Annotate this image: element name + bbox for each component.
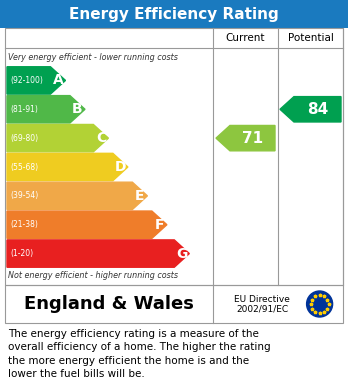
Text: Current: Current (226, 33, 265, 43)
Text: (92-100): (92-100) (10, 76, 43, 85)
Polygon shape (7, 182, 148, 210)
Text: 84: 84 (307, 102, 328, 117)
Polygon shape (7, 211, 167, 239)
Text: C: C (96, 131, 106, 145)
Text: Not energy efficient - higher running costs: Not energy efficient - higher running co… (8, 271, 178, 280)
Polygon shape (7, 67, 65, 94)
Text: (55-68): (55-68) (10, 163, 38, 172)
Text: (1-20): (1-20) (10, 249, 33, 258)
Bar (0, 0, 348, 28)
Text: Very energy efficient - lower running costs: Very energy efficient - lower running co… (8, 52, 178, 61)
Bar (5, 28, 343, 285)
Text: England & Wales: England & Wales (24, 295, 194, 313)
Text: G: G (176, 247, 188, 260)
Polygon shape (7, 124, 108, 152)
Text: 2002/91/EC: 2002/91/EC (236, 305, 288, 314)
Polygon shape (7, 96, 85, 123)
Polygon shape (7, 240, 189, 267)
Text: (81-91): (81-91) (10, 105, 38, 114)
Text: (39-54): (39-54) (10, 191, 38, 200)
Text: (21-38): (21-38) (10, 220, 38, 229)
Text: E: E (135, 189, 145, 203)
Text: F: F (155, 218, 164, 232)
Text: B: B (72, 102, 83, 116)
Text: A: A (53, 74, 63, 88)
Text: 71: 71 (242, 131, 263, 145)
Text: Potential: Potential (287, 33, 333, 43)
Polygon shape (7, 153, 128, 181)
Text: EU Directive: EU Directive (235, 294, 290, 303)
Text: (69-80): (69-80) (10, 134, 38, 143)
Polygon shape (280, 97, 341, 122)
Text: Energy Efficiency Rating: Energy Efficiency Rating (69, 7, 279, 22)
Text: The energy efficiency rating is a measure of the
overall efficiency of a home. T: The energy efficiency rating is a measur… (8, 329, 271, 379)
Text: D: D (114, 160, 126, 174)
Circle shape (307, 291, 333, 317)
Polygon shape (216, 126, 275, 151)
Bar (5, 285, 343, 323)
